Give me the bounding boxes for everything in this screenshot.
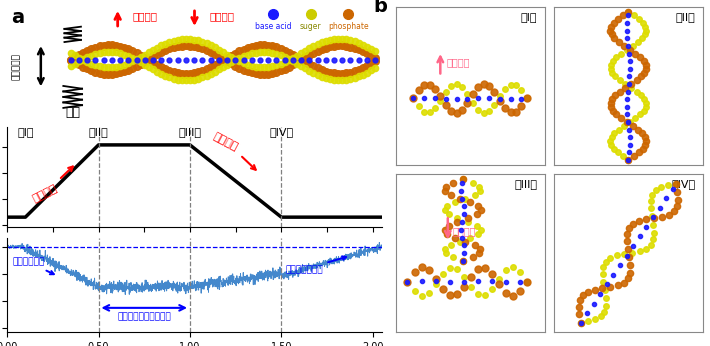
Text: 部分的に二重鎖が保持: 部分的に二重鎖が保持 — [117, 312, 171, 321]
Text: 迅速に自己修復: 迅速に自己修復 — [285, 256, 346, 274]
Text: 引き上げ: 引き上げ — [133, 11, 158, 21]
Text: （I）: （I） — [17, 127, 33, 137]
Text: base acid: base acid — [255, 22, 292, 31]
Text: 段階的な解離: 段階的な解離 — [13, 258, 54, 274]
Text: （III）: （III） — [178, 127, 202, 137]
Text: a: a — [11, 8, 24, 27]
Text: （II）: （II） — [676, 12, 695, 22]
Text: （IV）: （IV） — [269, 127, 293, 137]
Text: b: b — [373, 0, 387, 17]
Text: 引き上げ: 引き上げ — [447, 57, 470, 67]
Text: （II）: （II） — [89, 127, 109, 137]
Text: （III）: （III） — [514, 179, 537, 189]
Text: 固定: 固定 — [65, 106, 80, 119]
Text: （IV）: （IV） — [672, 179, 695, 189]
Text: 押し戻し: 押し戻し — [452, 226, 476, 236]
Text: （I）: （I） — [521, 12, 537, 22]
Text: 引き上げ: 引き上げ — [31, 166, 73, 204]
Text: 押し戻し: 押し戻し — [209, 11, 234, 21]
Text: phosphate: phosphate — [328, 22, 368, 31]
Text: suger: suger — [300, 22, 322, 31]
Text: 電極間距離: 電極間距離 — [12, 53, 21, 80]
Text: 押し戻し: 押し戻し — [212, 131, 256, 170]
